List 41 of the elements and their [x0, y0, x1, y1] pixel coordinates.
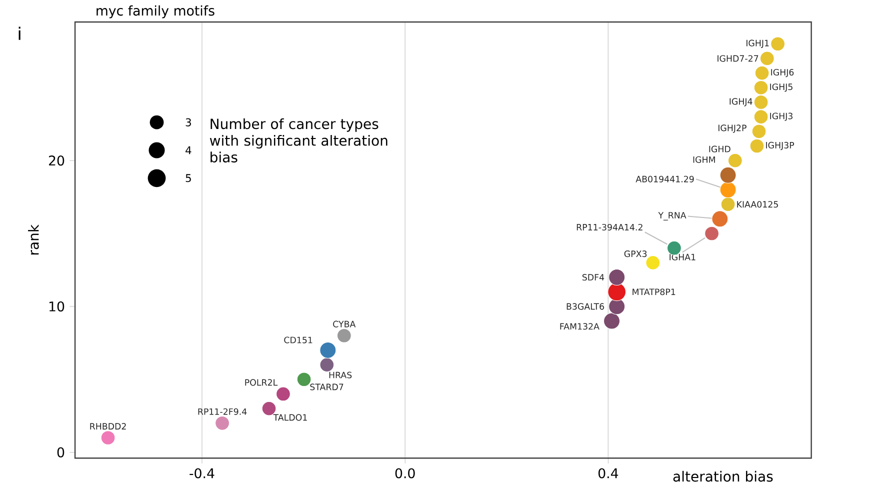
annotation: IGHJ2P	[718, 124, 746, 133]
annotation: IGHD7-27	[718, 55, 758, 62]
legend-title: Number of cancer types with significant alteration bias	[210, 118, 388, 162]
y-axis-title: rank	[28, 224, 39, 254]
annotation: RHBDD2	[90, 422, 126, 430]
annotation: IGHJ1	[746, 40, 769, 48]
annotation: IGHJ3	[770, 112, 792, 121]
y-tick-label: 0	[57, 447, 64, 458]
annotation: B3GALT6	[566, 303, 604, 310]
annotation: STARD7	[310, 384, 344, 390]
legend-label: 4	[186, 146, 192, 154]
legend-label: 5	[186, 174, 191, 182]
legend-label: 3	[186, 118, 191, 126]
x-tick-label: -0.4	[190, 468, 214, 478]
annotation: RP11-394A14.2	[576, 224, 642, 230]
y-tick-label: 10	[49, 301, 64, 312]
annotation: TALDO1	[273, 414, 307, 421]
annotation: IGHM	[693, 156, 715, 163]
y-tick-label: 20	[49, 155, 64, 166]
annotation: POLR2L	[245, 379, 278, 386]
x-axis-title: alteration bias	[673, 470, 773, 482]
annotation: KIAA0125	[737, 200, 778, 208]
annotation: IGHJ5	[770, 83, 792, 92]
annotation: RP11-2F9.4	[198, 408, 247, 415]
annotation: AB019441.29	[636, 176, 694, 182]
annotation: IGHJ4	[730, 98, 752, 106]
annotation: CYBA	[333, 320, 356, 328]
annotation: IGHD	[709, 146, 730, 152]
annotation: FAM132A	[560, 323, 600, 330]
text: i	[18, 26, 20, 40]
x-tick-label: 0.4	[598, 468, 618, 478]
annotation: IGHJ6	[771, 68, 794, 78]
annotation: IGHJ3P	[766, 142, 794, 150]
annotation: GPX3	[624, 250, 647, 258]
annotation: Y_RNA	[658, 212, 686, 220]
x-tick-label: 0.0	[395, 468, 415, 478]
chart-title: myc family motifs	[96, 5, 214, 18]
annotation: MTATP8P1	[632, 288, 676, 296]
annotation: CD151	[284, 336, 312, 344]
annotation: SDF4	[582, 274, 604, 280]
annotation: HRAS	[329, 372, 352, 378]
